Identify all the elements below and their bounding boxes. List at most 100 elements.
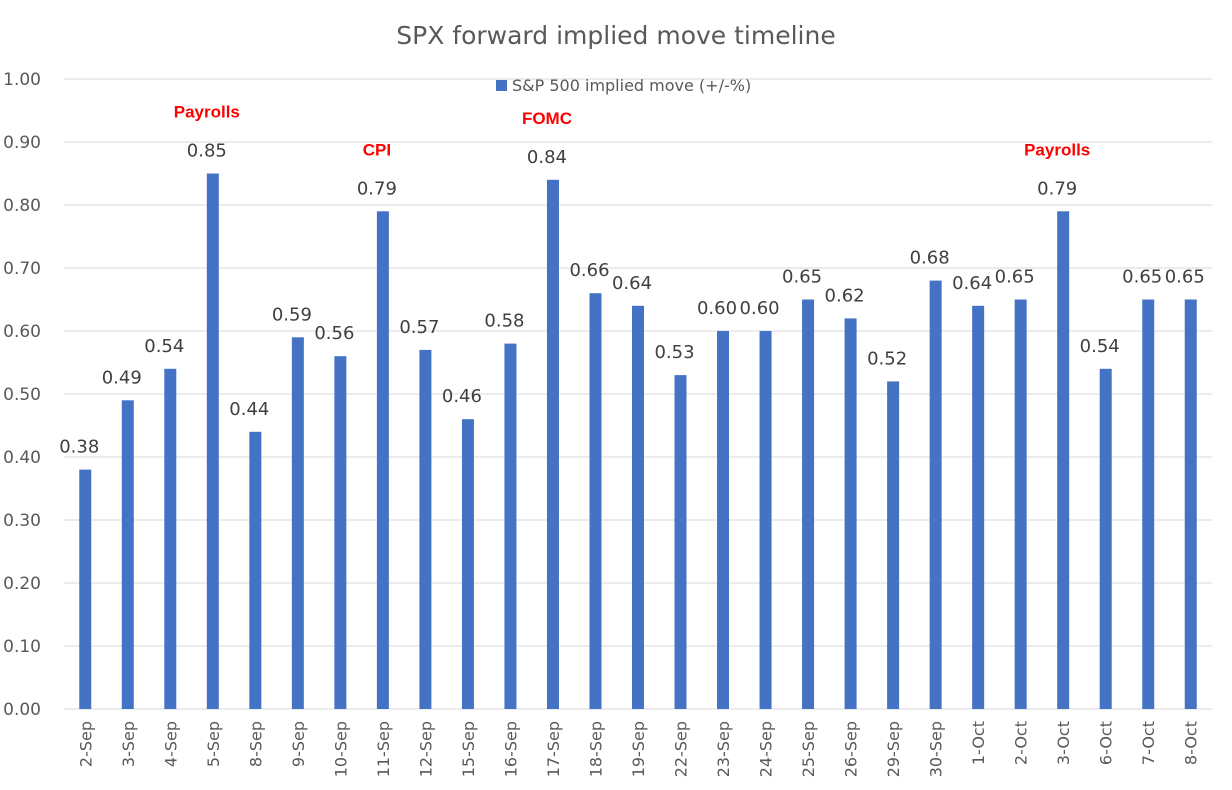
bar-9-Sep <box>291 337 304 709</box>
bar-29-Sep <box>887 381 900 709</box>
x-tick-label: 24-Sep <box>757 721 776 777</box>
data-labels: 0.380.490.540.850.440.590.560.790.570.46… <box>59 141 1205 458</box>
x-tick-label: 26-Sep <box>842 721 861 777</box>
x-tick-label: 11-Sep <box>374 721 393 777</box>
x-tick-label: 8-Oct <box>1182 721 1201 765</box>
x-tick-label: 19-Sep <box>629 721 648 777</box>
data-label: 0.60 <box>697 298 737 319</box>
y-tick-label: 0.20 <box>3 574 41 594</box>
y-tick-label: 0.60 <box>3 322 41 342</box>
x-tick-label: 25-Sep <box>799 721 818 777</box>
bar-10-Sep <box>334 356 347 709</box>
data-label: 0.65 <box>1165 267 1205 288</box>
x-tick-label: 18-Sep <box>586 721 605 777</box>
bar-15-Sep <box>461 419 474 709</box>
y-tick-label: 0.70 <box>3 259 41 279</box>
data-label: 0.79 <box>1037 178 1077 199</box>
y-tick-label: 1.00 <box>3 70 41 90</box>
y-tick-label: 0.30 <box>3 511 41 531</box>
data-label: 0.65 <box>1122 267 1162 288</box>
data-label: 0.54 <box>1080 336 1120 357</box>
data-label: 0.54 <box>144 336 184 357</box>
data-label: 0.62 <box>825 285 865 306</box>
bar-22-Sep <box>674 375 687 709</box>
y-tick-label: 0.90 <box>3 133 41 153</box>
event-annotation: Payrolls <box>174 103 240 122</box>
x-tick-label: 7-Oct <box>1139 721 1158 765</box>
bar-11-Sep <box>376 211 389 710</box>
bar-25-Sep <box>802 299 815 709</box>
x-tick-label: 22-Sep <box>672 721 691 777</box>
legend: S&P 500 implied move (+/-%) <box>496 76 751 95</box>
x-tick-label: 2-Oct <box>1012 721 1031 765</box>
x-tick-label: 10-Sep <box>331 721 350 777</box>
bars <box>79 173 1197 710</box>
event-annotations: Payrolls CPI FOMC Payrolls <box>174 103 1091 160</box>
event-annotation: Payrolls <box>1024 140 1090 159</box>
data-label: 0.46 <box>442 386 482 407</box>
x-tick-label: 1-Oct <box>969 721 988 765</box>
bar-3-Sep <box>121 400 134 709</box>
bar-6-Oct <box>1099 368 1112 709</box>
bar-18-Sep <box>589 293 602 709</box>
data-label: 0.58 <box>484 311 524 332</box>
event-annotation: CPI <box>363 140 391 159</box>
chart-title: SPX forward implied move timeline <box>396 21 835 50</box>
x-tick-label: 23-Sep <box>714 721 733 777</box>
data-label: 0.64 <box>952 273 992 294</box>
data-label: 0.85 <box>187 141 227 162</box>
data-label: 0.44 <box>229 399 269 420</box>
data-label: 0.59 <box>272 304 312 325</box>
bar-16-Sep <box>504 343 517 709</box>
data-label: 0.65 <box>995 267 1035 288</box>
bar-24-Sep <box>759 331 772 709</box>
x-tick-label: 12-Sep <box>416 721 435 777</box>
bar-2-Sep <box>79 469 92 709</box>
bar-12-Sep <box>419 349 432 709</box>
y-tick-label: 0.00 <box>3 700 41 720</box>
data-label: 0.84 <box>527 147 567 168</box>
y-tick-label: 0.50 <box>3 385 41 405</box>
x-tick-label: 29-Sep <box>884 721 903 777</box>
x-tick-label: 4-Sep <box>161 721 180 767</box>
data-label: 0.60 <box>740 298 780 319</box>
bar-19-Sep <box>632 305 644 709</box>
data-label: 0.53 <box>654 342 694 363</box>
data-label: 0.65 <box>782 267 822 288</box>
y-tick-label: 0.80 <box>3 196 41 216</box>
bar-26-Sep <box>844 318 857 709</box>
bar-30-Sep <box>929 280 942 709</box>
bar-23-Sep <box>717 331 730 709</box>
data-label: 0.68 <box>910 248 950 269</box>
y-tick-label: 0.10 <box>3 637 41 657</box>
data-label: 0.57 <box>399 317 439 338</box>
x-tick-label: 15-Sep <box>459 721 478 777</box>
bar-8-Sep <box>249 431 262 709</box>
x-axis-ticks: 2-Sep 3-Sep 4-Sep 5-Sep 8-Sep 9-Sep 10-Sep 11-S… <box>76 721 1200 777</box>
bar-5-Sep <box>206 173 219 709</box>
x-tick-label: 6-Oct <box>1097 721 1116 765</box>
data-label: 0.49 <box>102 367 142 388</box>
y-tick-label: 0.40 <box>3 448 41 468</box>
bar-17-Sep <box>546 179 559 710</box>
data-label: 0.79 <box>357 178 397 199</box>
x-tick-label: 2-Sep <box>76 721 95 767</box>
data-label: 0.64 <box>612 273 652 294</box>
bar-2-Oct <box>1014 299 1027 709</box>
data-label: 0.52 <box>867 348 907 369</box>
x-tick-label: 9-Sep <box>289 721 308 767</box>
x-tick-label: 3-Sep <box>119 721 138 767</box>
x-tick-label: 30-Sep <box>927 721 946 777</box>
bar-7-Oct <box>1142 299 1155 709</box>
x-tick-label: 3-Oct <box>1054 721 1073 765</box>
y-axis-ticks: 0.00 0.10 0.20 0.30 0.40 0.50 0.60 0.70 0.80 0.90… <box>3 70 41 720</box>
bar-3-Oct <box>1057 211 1070 710</box>
bar-1-Oct <box>972 305 985 709</box>
event-annotation: FOMC <box>522 109 572 128</box>
x-tick-label: 8-Sep <box>246 721 265 767</box>
legend-swatch <box>496 80 507 91</box>
x-tick-label: 16-Sep <box>501 721 520 777</box>
data-label: 0.56 <box>314 323 354 344</box>
